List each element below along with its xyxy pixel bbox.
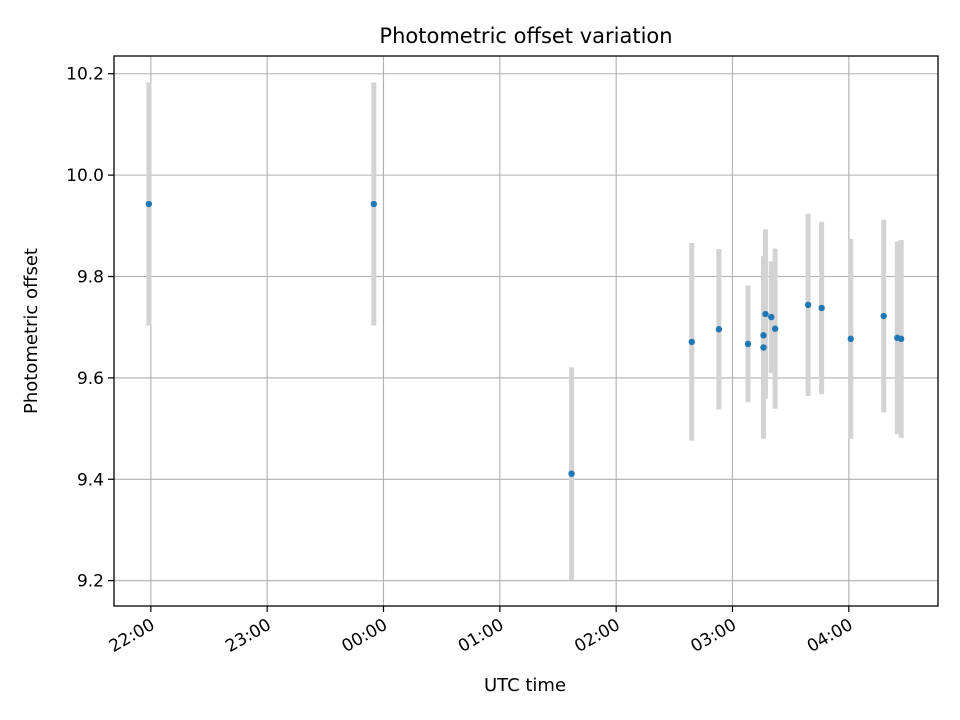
y-tick-label: 10.0 <box>66 166 104 186</box>
y-tick-label: 9.4 <box>77 470 104 490</box>
y-tick-label: 9.6 <box>77 369 104 389</box>
data-points <box>145 200 905 477</box>
data-point <box>715 326 723 333</box>
data-point <box>688 338 695 346</box>
data-point <box>804 301 812 309</box>
chart-title: Photometric offset variation <box>379 24 672 48</box>
data-point <box>880 312 887 320</box>
data-point <box>897 335 905 343</box>
data-point <box>760 344 767 351</box>
data-point <box>760 332 767 339</box>
data-point <box>145 200 153 208</box>
y-axis: 9.2 9.4 9.6 9.8 10.0 10.2 <box>66 65 114 592</box>
y-tick-label: 10.2 <box>66 65 104 85</box>
data-point <box>762 310 769 318</box>
data-point <box>744 340 752 348</box>
y-axis-label: Photometric offset <box>21 248 42 414</box>
grid <box>114 56 938 606</box>
plot-frame <box>113 55 939 607</box>
data-point <box>370 200 378 208</box>
data-point <box>847 335 854 343</box>
data-point <box>568 470 575 477</box>
data-point <box>768 313 775 321</box>
y-tick-label: 9.2 <box>77 572 104 592</box>
y-tick-label: 9.8 <box>77 268 104 288</box>
data-point <box>771 325 779 332</box>
data-point <box>818 304 825 312</box>
x-axis-label: UTC time <box>484 675 566 696</box>
